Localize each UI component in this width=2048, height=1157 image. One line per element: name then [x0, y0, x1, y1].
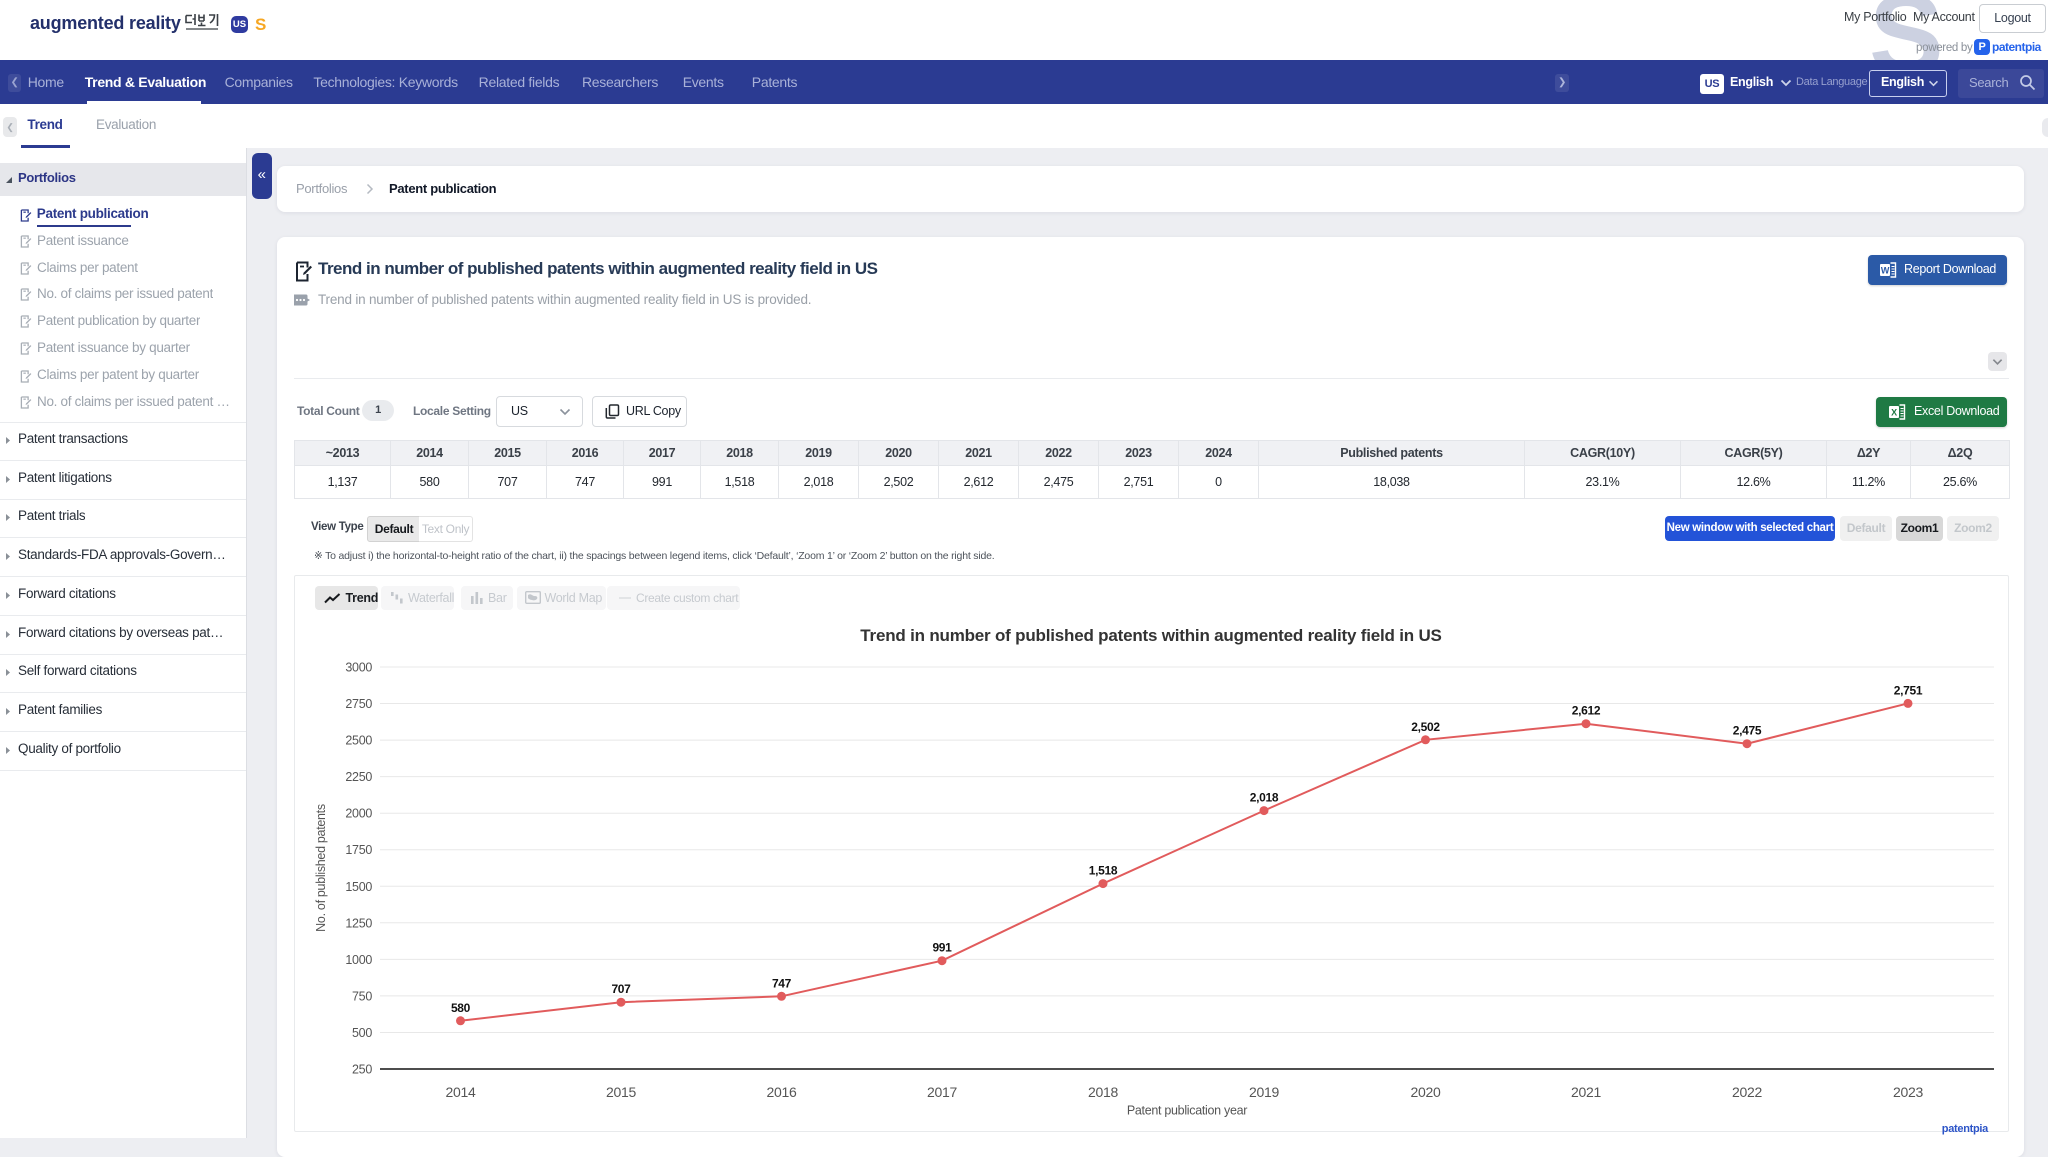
svg-text:2,751: 2,751	[1894, 683, 1923, 697]
svg-text:2,612: 2,612	[1572, 704, 1601, 718]
svg-text:2,502: 2,502	[1411, 720, 1440, 734]
svg-text:2000: 2000	[345, 807, 372, 821]
svg-text:patentpia: patentpia	[1942, 1123, 1989, 1135]
svg-text:1,518: 1,518	[1089, 864, 1118, 878]
svg-text:2500: 2500	[345, 734, 372, 748]
svg-text:2016: 2016	[767, 1084, 797, 1100]
svg-text:2014: 2014	[446, 1084, 476, 1100]
svg-text:2018: 2018	[1088, 1084, 1118, 1100]
svg-text:2750: 2750	[345, 697, 372, 711]
svg-text:2021: 2021	[1571, 1084, 1601, 1100]
svg-text:991: 991	[932, 941, 952, 955]
svg-text:707: 707	[611, 982, 631, 996]
svg-text:1250: 1250	[345, 916, 372, 930]
svg-text:500: 500	[352, 1026, 372, 1040]
svg-text:2015: 2015	[606, 1084, 636, 1100]
svg-text:2022: 2022	[1732, 1084, 1762, 1100]
svg-text:2,018: 2,018	[1250, 791, 1279, 805]
svg-text:1750: 1750	[345, 843, 372, 857]
svg-text:2020: 2020	[1411, 1084, 1441, 1100]
svg-text:250: 250	[352, 1063, 372, 1077]
svg-text:Patent publication year: Patent publication year	[1127, 1104, 1247, 1118]
svg-text:2017: 2017	[927, 1084, 957, 1100]
svg-text:2250: 2250	[345, 770, 372, 784]
svg-text:W: W	[1881, 265, 1890, 275]
svg-text:3000: 3000	[345, 661, 372, 675]
svg-text:2019: 2019	[1249, 1084, 1279, 1100]
svg-text:X: X	[1891, 408, 1897, 418]
svg-text:580: 580	[451, 1001, 471, 1015]
svg-text:No. of published patents: No. of published patents	[314, 804, 328, 932]
svg-text:2023: 2023	[1893, 1084, 1923, 1100]
svg-text:747: 747	[772, 976, 792, 990]
svg-text:2,475: 2,475	[1733, 724, 1762, 738]
svg-text:1500: 1500	[345, 880, 372, 894]
svg-text:750: 750	[352, 989, 372, 1003]
svg-text:1000: 1000	[345, 953, 372, 967]
